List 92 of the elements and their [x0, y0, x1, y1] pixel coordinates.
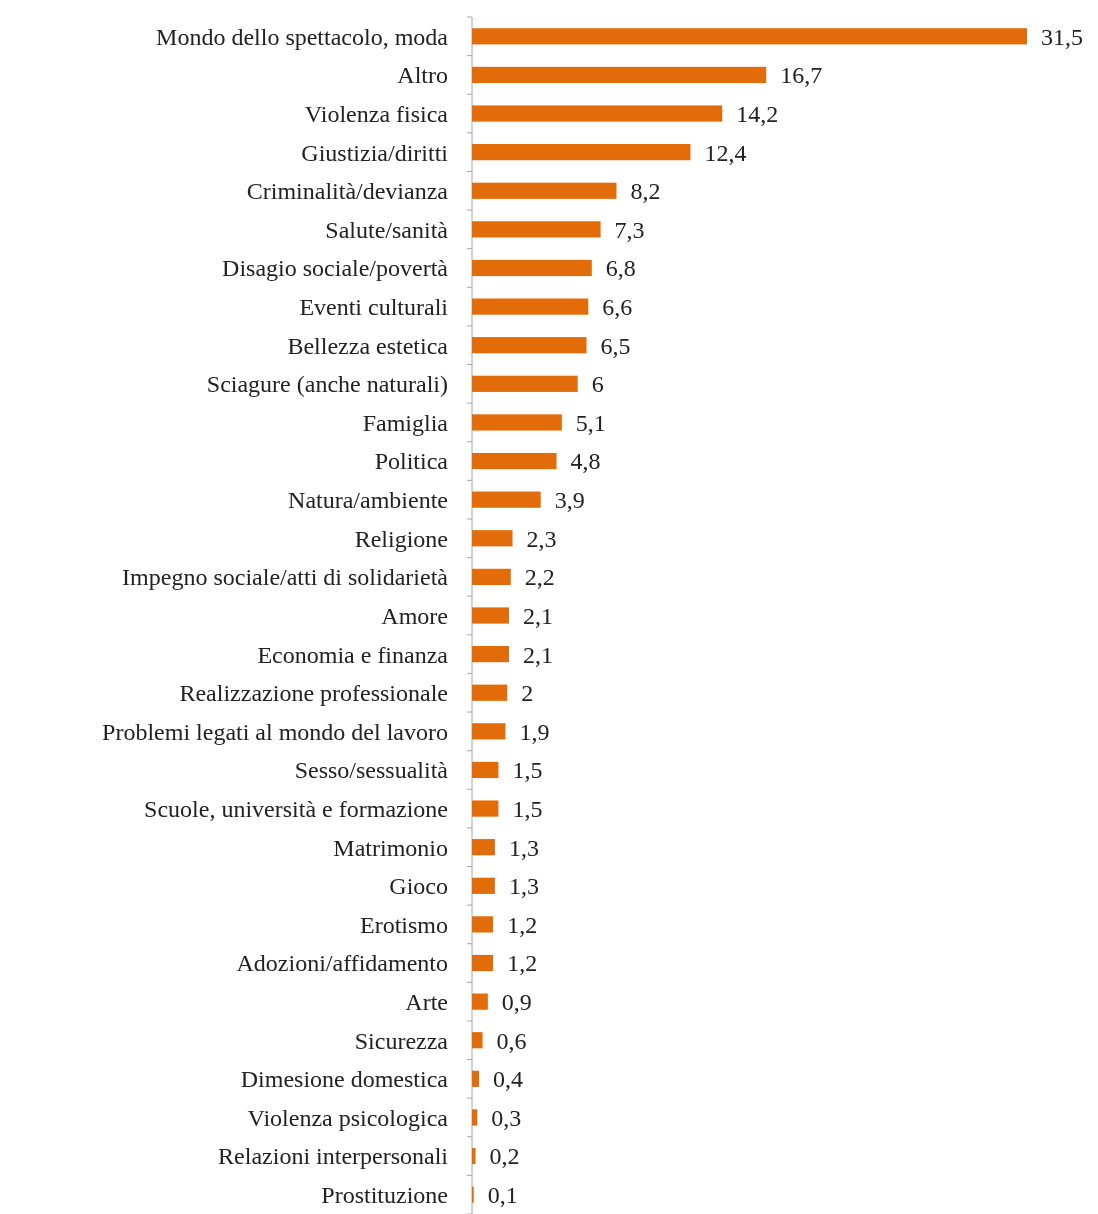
y-tick-label: Salute/sanità [325, 216, 449, 243]
bar [472, 684, 508, 701]
bar [472, 1070, 480, 1087]
y-tick-label: Arte [405, 989, 448, 1016]
y-tick-label: Dimesione domestica [240, 1066, 449, 1093]
y-tick-label: Religione [354, 525, 448, 552]
y-tick-label: Bellezza estetica [287, 332, 449, 359]
y-tick-label: Sesso/sessualità [294, 757, 449, 784]
y-tick-label: Criminalità/devianza [246, 178, 449, 205]
y-tick-label: Violenza fisica [304, 100, 449, 127]
data-label: 0,9 [501, 989, 532, 1016]
bar [472, 1032, 483, 1049]
bar [472, 66, 767, 84]
bar [472, 1109, 478, 1126]
bar [472, 259, 592, 277]
bar [472, 877, 495, 894]
data-label: 5,1 [575, 409, 606, 436]
bar [472, 1147, 476, 1165]
y-tick-label: Altro [397, 62, 448, 89]
data-label: 2 [521, 680, 534, 707]
bar [472, 298, 589, 315]
data-label: 12,4 [704, 139, 747, 166]
y-tick-label: Sciagure (anche naturali) [206, 371, 448, 398]
data-label: 0,6 [496, 1027, 527, 1054]
data-label: 7,3 [614, 216, 645, 243]
bar [472, 568, 511, 585]
y-tick-label: Scuole, università e formazione [144, 795, 448, 822]
data-label: 6,5 [600, 332, 631, 359]
y-tick-label: Economia e finanza [257, 641, 449, 668]
y-tick-label: Gioco [389, 873, 448, 900]
y-tick-label: Violenza psicologica [247, 1104, 449, 1131]
data-label: 1,9 [519, 718, 550, 745]
data-label: 6 [591, 371, 604, 398]
bar [472, 491, 541, 508]
data-label: 1,3 [508, 834, 539, 861]
y-tick-label: Erotismo [360, 911, 448, 938]
bar [472, 182, 617, 199]
y-tick-label: Politica [374, 448, 449, 475]
y-tick-label: Giustizia/diritti [301, 139, 449, 166]
data-label: 1,5 [512, 757, 543, 784]
data-label: 1,3 [508, 873, 539, 900]
y-tick-label: Adozioni/affidamento [236, 950, 448, 977]
data-label: 31,5 [1041, 23, 1083, 50]
data-label: 1,2 [507, 911, 538, 938]
y-tick-label: Realizzazione professionale [179, 680, 448, 707]
y-tick-label: Famiglia [362, 409, 449, 436]
bar [472, 723, 506, 740]
y-tick-label: Prostituzione [321, 1182, 448, 1209]
data-label: 8,2 [630, 178, 661, 205]
data-label: 0,2 [489, 1143, 520, 1170]
data-label: 2,3 [526, 525, 557, 552]
y-tick-label: Mondo dello spettacolo, moda [156, 23, 449, 50]
y-tick-label: Amore [381, 602, 448, 629]
data-label: 2,1 [523, 602, 553, 629]
y-tick-label: Sicurezza [354, 1027, 449, 1054]
bar [472, 221, 601, 238]
bar [472, 337, 587, 354]
data-label: 0,1 [487, 1182, 518, 1209]
data-label: 14,2 [736, 100, 779, 127]
bar [472, 839, 495, 856]
y-tick-label: Natura/ambiente [288, 487, 448, 514]
data-label: 4,8 [570, 448, 601, 475]
data-label: 1,2 [507, 950, 538, 977]
bar [472, 375, 578, 392]
bar [472, 646, 509, 663]
bar [472, 761, 499, 779]
bar [472, 28, 1027, 45]
data-label: 16,7 [780, 62, 823, 89]
bar [472, 954, 494, 972]
bar [472, 105, 723, 122]
data-label: 0,4 [493, 1066, 524, 1093]
bar [472, 144, 691, 161]
data-label: 0,3 [491, 1104, 522, 1131]
bar [472, 993, 488, 1010]
y-tick-label: Matrimonio [333, 834, 448, 861]
y-tick-label: Impegno sociale/atti di solidarietà [122, 564, 449, 591]
bar [472, 414, 562, 431]
y-tick-label: Disagio sociale/povertà [222, 255, 449, 282]
y-tick-label: Problemi legati al mondo del lavoro [102, 718, 448, 745]
data-label: 1,5 [512, 795, 543, 822]
data-label: 2,2 [524, 564, 555, 591]
y-tick-label: Relazioni interpersonali [218, 1143, 449, 1170]
data-label: 6,8 [605, 255, 636, 282]
bar [472, 607, 509, 624]
bar [472, 916, 494, 933]
data-label: 3,9 [554, 487, 585, 514]
data-label: 6,6 [602, 294, 633, 320]
bar [472, 452, 557, 470]
y-tick-label: Eventi culturali [299, 294, 449, 320]
bar [472, 800, 499, 817]
data-label: 2,1 [523, 641, 553, 668]
bar [472, 530, 513, 547]
